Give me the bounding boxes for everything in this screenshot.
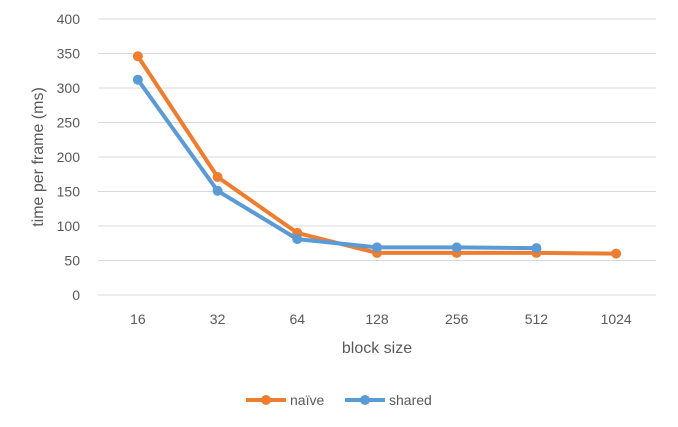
y-tick-label: 300 bbox=[57, 80, 81, 96]
x-tick-label: 128 bbox=[365, 311, 389, 327]
series-line bbox=[135, 54, 619, 256]
y-tick-label: 100 bbox=[57, 218, 81, 234]
x-tick-label: 16 bbox=[130, 311, 146, 327]
series-0 bbox=[132, 51, 622, 259]
x-axis-ticks: 16 32 64 128 256 512 1024 bbox=[130, 311, 632, 327]
x-tick-label: 1024 bbox=[601, 311, 632, 327]
data-point bbox=[292, 234, 303, 245]
series-layer bbox=[132, 51, 622, 259]
y-tick-label: 0 bbox=[72, 287, 80, 303]
legend-label: naïve bbox=[290, 392, 324, 408]
y-tick-label: 50 bbox=[64, 253, 80, 269]
x-tick-label: 64 bbox=[289, 311, 305, 327]
data-point bbox=[372, 242, 382, 253]
x-tick-label: 512 bbox=[525, 311, 549, 327]
y-tick-label: 200 bbox=[57, 149, 81, 165]
data-point bbox=[531, 243, 542, 254]
data-point bbox=[611, 248, 622, 259]
legend-item: shared bbox=[345, 392, 432, 408]
x-axis-title: block size bbox=[342, 340, 412, 357]
data-point bbox=[212, 172, 223, 183]
x-tick-label: 32 bbox=[210, 311, 226, 327]
series-line bbox=[135, 77, 539, 251]
y-axis-title: time per frame (ms) bbox=[30, 87, 47, 227]
data-point bbox=[132, 74, 143, 85]
data-point bbox=[132, 51, 143, 62]
legend: naïve shared bbox=[246, 392, 432, 408]
y-tick-label: 250 bbox=[57, 115, 81, 131]
series-1 bbox=[132, 74, 542, 254]
legend-swatch-marker bbox=[360, 395, 370, 405]
legend-label: shared bbox=[389, 392, 432, 408]
x-tick-label: 256 bbox=[445, 311, 469, 327]
data-point bbox=[212, 185, 223, 196]
legend-item: naïve bbox=[246, 392, 324, 408]
y-tick-label: 350 bbox=[57, 46, 81, 62]
y-tick-label: 400 bbox=[57, 11, 81, 27]
data-point bbox=[451, 242, 462, 253]
y-axis-ticks: 0 50 100 150 200 250 300 350 400 bbox=[57, 11, 81, 303]
legend-swatch-marker bbox=[261, 395, 271, 405]
y-tick-label: 150 bbox=[57, 184, 81, 200]
